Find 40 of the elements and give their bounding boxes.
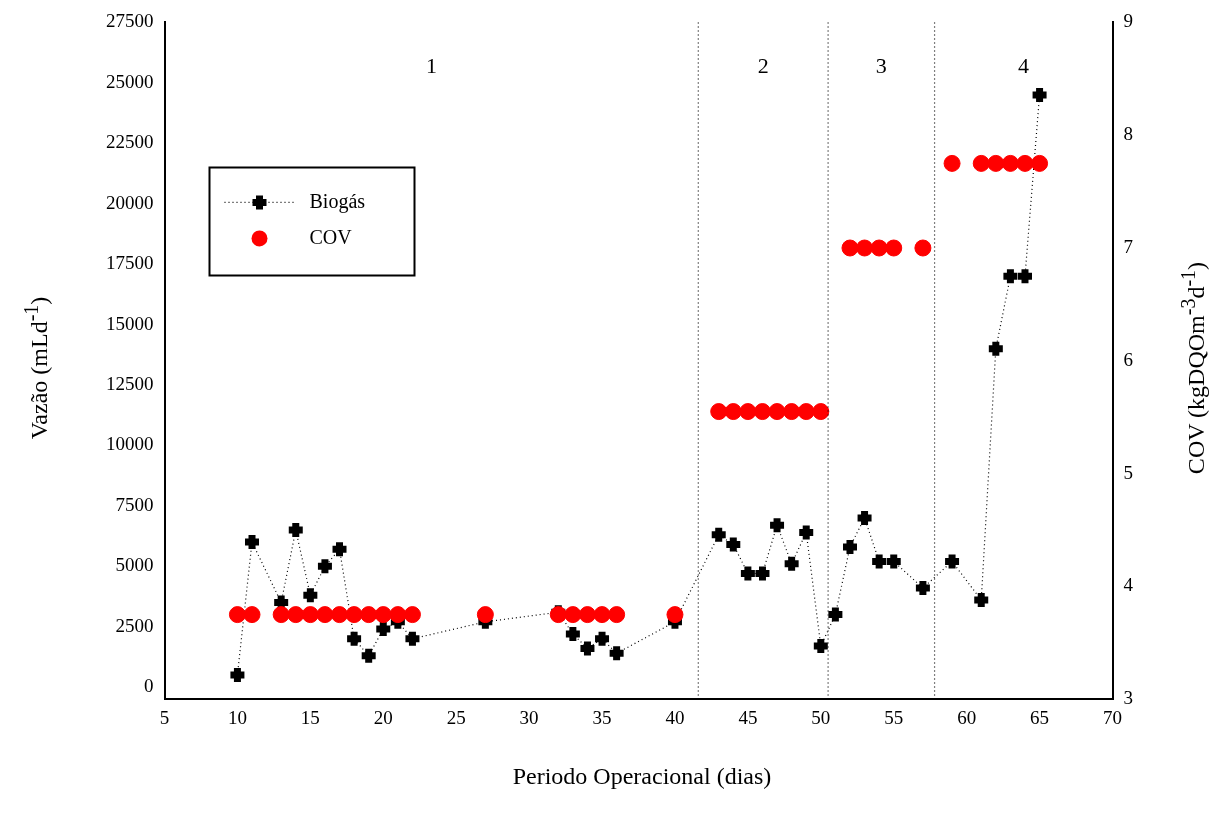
y-tick-label: 25000 [106, 70, 154, 92]
y-tick-label: 22500 [106, 131, 154, 153]
x-tick-label: 70 [1103, 706, 1122, 728]
x-tick-label: 60 [957, 706, 977, 728]
y-tick-label: 5000 [115, 554, 154, 576]
y-tick-label: 12500 [106, 372, 154, 394]
x-tick-label: 55 [884, 706, 904, 728]
x-tick-label: 50 [811, 706, 831, 728]
x-tick-label: 5 [159, 706, 170, 728]
legend-label: COV [309, 225, 353, 248]
y-tick-label: 0 [144, 675, 154, 697]
x-tick-label: 10 [227, 706, 247, 728]
y2-tick-label: 7 [1123, 235, 1133, 257]
annotation: 3 [875, 53, 887, 79]
x-tick-label: 65 [1030, 706, 1050, 728]
y-tick-label: 27500 [106, 10, 154, 32]
y2-tick-label: 6 [1123, 348, 1133, 370]
x-axis-title: Periodo Operacional (dias) [511, 763, 773, 790]
y-tick-label: 2500 [115, 614, 154, 636]
y2-tick-label: 3 [1123, 687, 1133, 709]
y2-tick-label: 5 [1123, 461, 1133, 483]
y-tick-label: 15000 [106, 312, 154, 334]
x-tick-label: 25 [446, 706, 466, 728]
y-tick-label: 17500 [106, 252, 154, 274]
x-tick-label: 35 [592, 706, 612, 728]
annotation: 4 [1018, 53, 1030, 79]
y2-tick-label: 4 [1123, 574, 1134, 596]
legend-label: Biogás [309, 189, 366, 213]
y2-tick-label: 9 [1123, 10, 1133, 32]
y-tick-label: 7500 [115, 493, 154, 515]
x-tick-label: 40 [665, 706, 685, 728]
annotation: 2 [757, 53, 769, 79]
x-tick-label: 45 [738, 706, 758, 728]
x-tick-label: 30 [519, 706, 539, 728]
y-tick-label: 10000 [106, 433, 154, 455]
annotation: 1 [425, 53, 437, 79]
y-tick-label: 20000 [106, 191, 154, 213]
x-tick-label: 15 [300, 706, 320, 728]
y2-tick-label: 8 [1123, 123, 1133, 145]
x-tick-label: 20 [373, 706, 393, 728]
